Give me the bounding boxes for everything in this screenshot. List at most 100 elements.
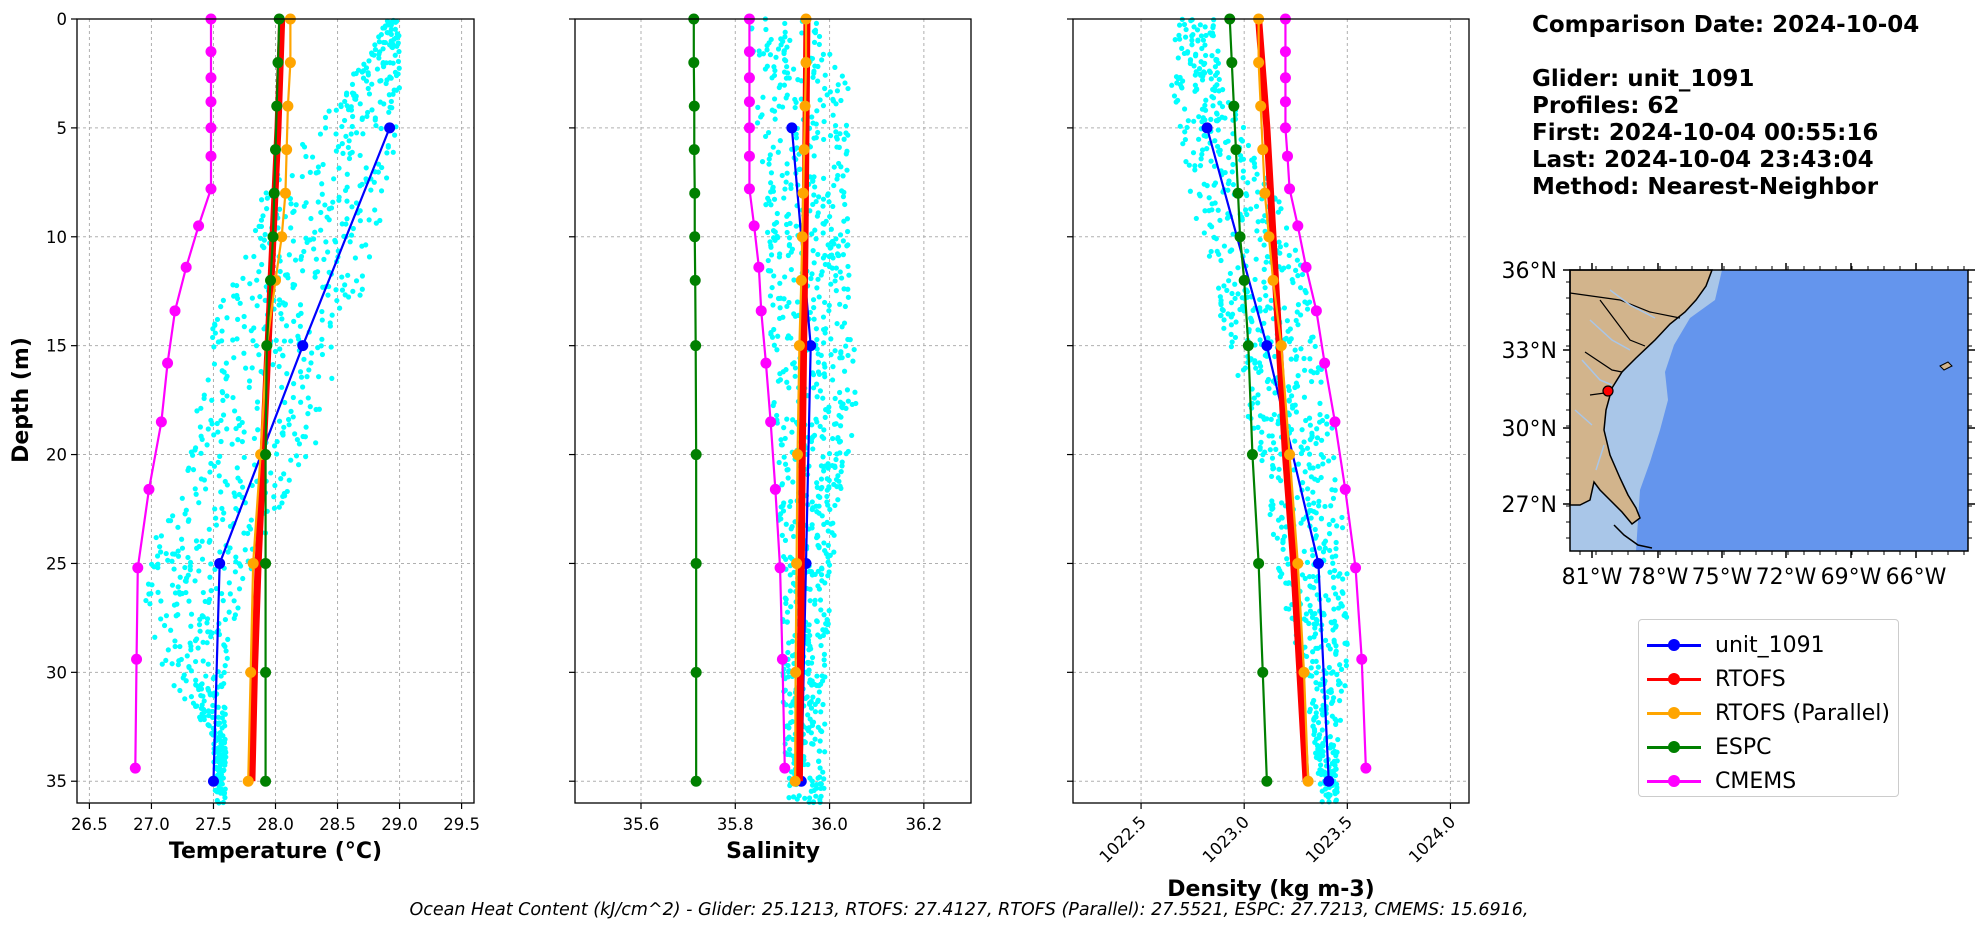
scatter-point	[846, 272, 852, 278]
scatter-point	[1225, 187, 1231, 193]
scatter-point	[271, 494, 277, 500]
scatter-point	[377, 217, 383, 224]
series-point	[1255, 100, 1267, 112]
scatter-point	[318, 227, 324, 233]
scatter-point	[279, 316, 285, 322]
scatter-point	[1195, 38, 1201, 44]
scatter-point	[286, 252, 292, 258]
scatter-point	[1331, 637, 1337, 643]
scatter-point	[820, 196, 827, 202]
scatter-point	[832, 122, 839, 129]
scatter-point	[1172, 37, 1178, 43]
scatter-point	[777, 371, 783, 377]
scatter-point	[838, 469, 844, 475]
scatter-point	[809, 499, 815, 505]
series-point	[743, 122, 755, 134]
scatter-point	[771, 342, 777, 348]
scatter-point	[205, 685, 211, 692]
scatter-point	[198, 433, 204, 439]
scatter-point	[788, 604, 794, 610]
scatter-point	[829, 377, 836, 383]
scatter-point	[821, 468, 827, 474]
series-point	[1292, 557, 1304, 569]
scatter-point	[812, 601, 818, 607]
scatter-point	[816, 689, 822, 695]
scatter-point	[395, 71, 401, 77]
scatter-point	[1290, 279, 1296, 286]
scatter-point	[796, 166, 802, 173]
scatter-point	[837, 450, 843, 456]
scatter-point	[254, 399, 261, 405]
scatter-point	[787, 554, 793, 560]
scatter-point	[825, 528, 831, 534]
density-x-ticks: 1022.5 1023.0 1023.5 1024.0	[1096, 803, 1459, 867]
scatter-point	[1326, 531, 1333, 537]
scatter-point	[790, 794, 797, 800]
scatter-point	[292, 257, 299, 263]
scatter-point	[1313, 440, 1319, 447]
scatter-point	[188, 668, 194, 674]
scatter-point	[843, 122, 850, 128]
scatter-point	[1214, 82, 1220, 88]
scatter-point	[319, 317, 325, 323]
x-tick-label: 28.5	[319, 815, 356, 834]
scatter-point	[1303, 417, 1309, 424]
scatter-point	[810, 694, 816, 700]
scatter-point	[843, 343, 849, 349]
scatter-point	[785, 252, 791, 259]
scatter-point	[380, 59, 386, 66]
scatter-point	[388, 98, 394, 105]
scatter-point	[326, 206, 332, 212]
scatter-point	[1318, 743, 1324, 749]
scatter-point	[186, 517, 192, 523]
scatter-point	[1294, 494, 1300, 501]
scatter-point	[1276, 239, 1282, 245]
scatter-point	[1206, 195, 1212, 201]
legend-item-unit-1091: unit_1091	[1647, 628, 1825, 662]
scatter-point	[786, 75, 792, 81]
scatter-point	[1308, 515, 1314, 521]
scatter-point	[771, 72, 778, 79]
scatter-point	[1214, 70, 1220, 76]
scatter-point	[247, 281, 253, 287]
scatter-point	[1281, 265, 1287, 271]
scatter-point	[1238, 157, 1244, 163]
scatter-point	[1303, 653, 1310, 660]
scatter-point	[1302, 575, 1308, 582]
scatter-point	[220, 598, 226, 604]
scatter-point	[224, 426, 230, 432]
scatter-point	[1335, 736, 1341, 743]
scatter-point	[784, 70, 791, 76]
scatter-point	[177, 574, 183, 580]
scatter-point	[1289, 402, 1296, 409]
scatter-point	[1310, 723, 1316, 729]
scatter-point	[1318, 379, 1324, 385]
scatter-point	[1323, 670, 1329, 676]
scatter-point	[773, 54, 779, 60]
scatter-point	[288, 408, 294, 414]
scatter-point	[776, 84, 782, 91]
series-point	[1279, 46, 1291, 58]
scatter-point	[1211, 163, 1218, 169]
scatter-point	[239, 484, 246, 490]
scatter-point	[1264, 378, 1271, 385]
scatter-point	[303, 454, 309, 460]
scatter-point	[1275, 475, 1281, 481]
scatter-point	[221, 669, 227, 676]
scatter-point	[790, 479, 796, 485]
scatter-point	[1208, 248, 1214, 255]
x-tick-label: 1023.0	[1199, 812, 1253, 866]
scatter-point	[210, 334, 216, 341]
series-point	[268, 187, 280, 199]
scatter-point	[1257, 444, 1263, 451]
scatter-point	[1251, 425, 1257, 431]
scatter-point	[809, 682, 815, 688]
scatter-point	[193, 677, 199, 683]
scatter-point	[790, 580, 797, 586]
scatter-point	[199, 538, 205, 544]
scatter-point	[1310, 334, 1316, 340]
scatter-point	[1240, 175, 1246, 181]
scatter-point	[1261, 320, 1267, 326]
scatter-point	[1192, 167, 1198, 173]
scatter-point	[316, 406, 322, 412]
